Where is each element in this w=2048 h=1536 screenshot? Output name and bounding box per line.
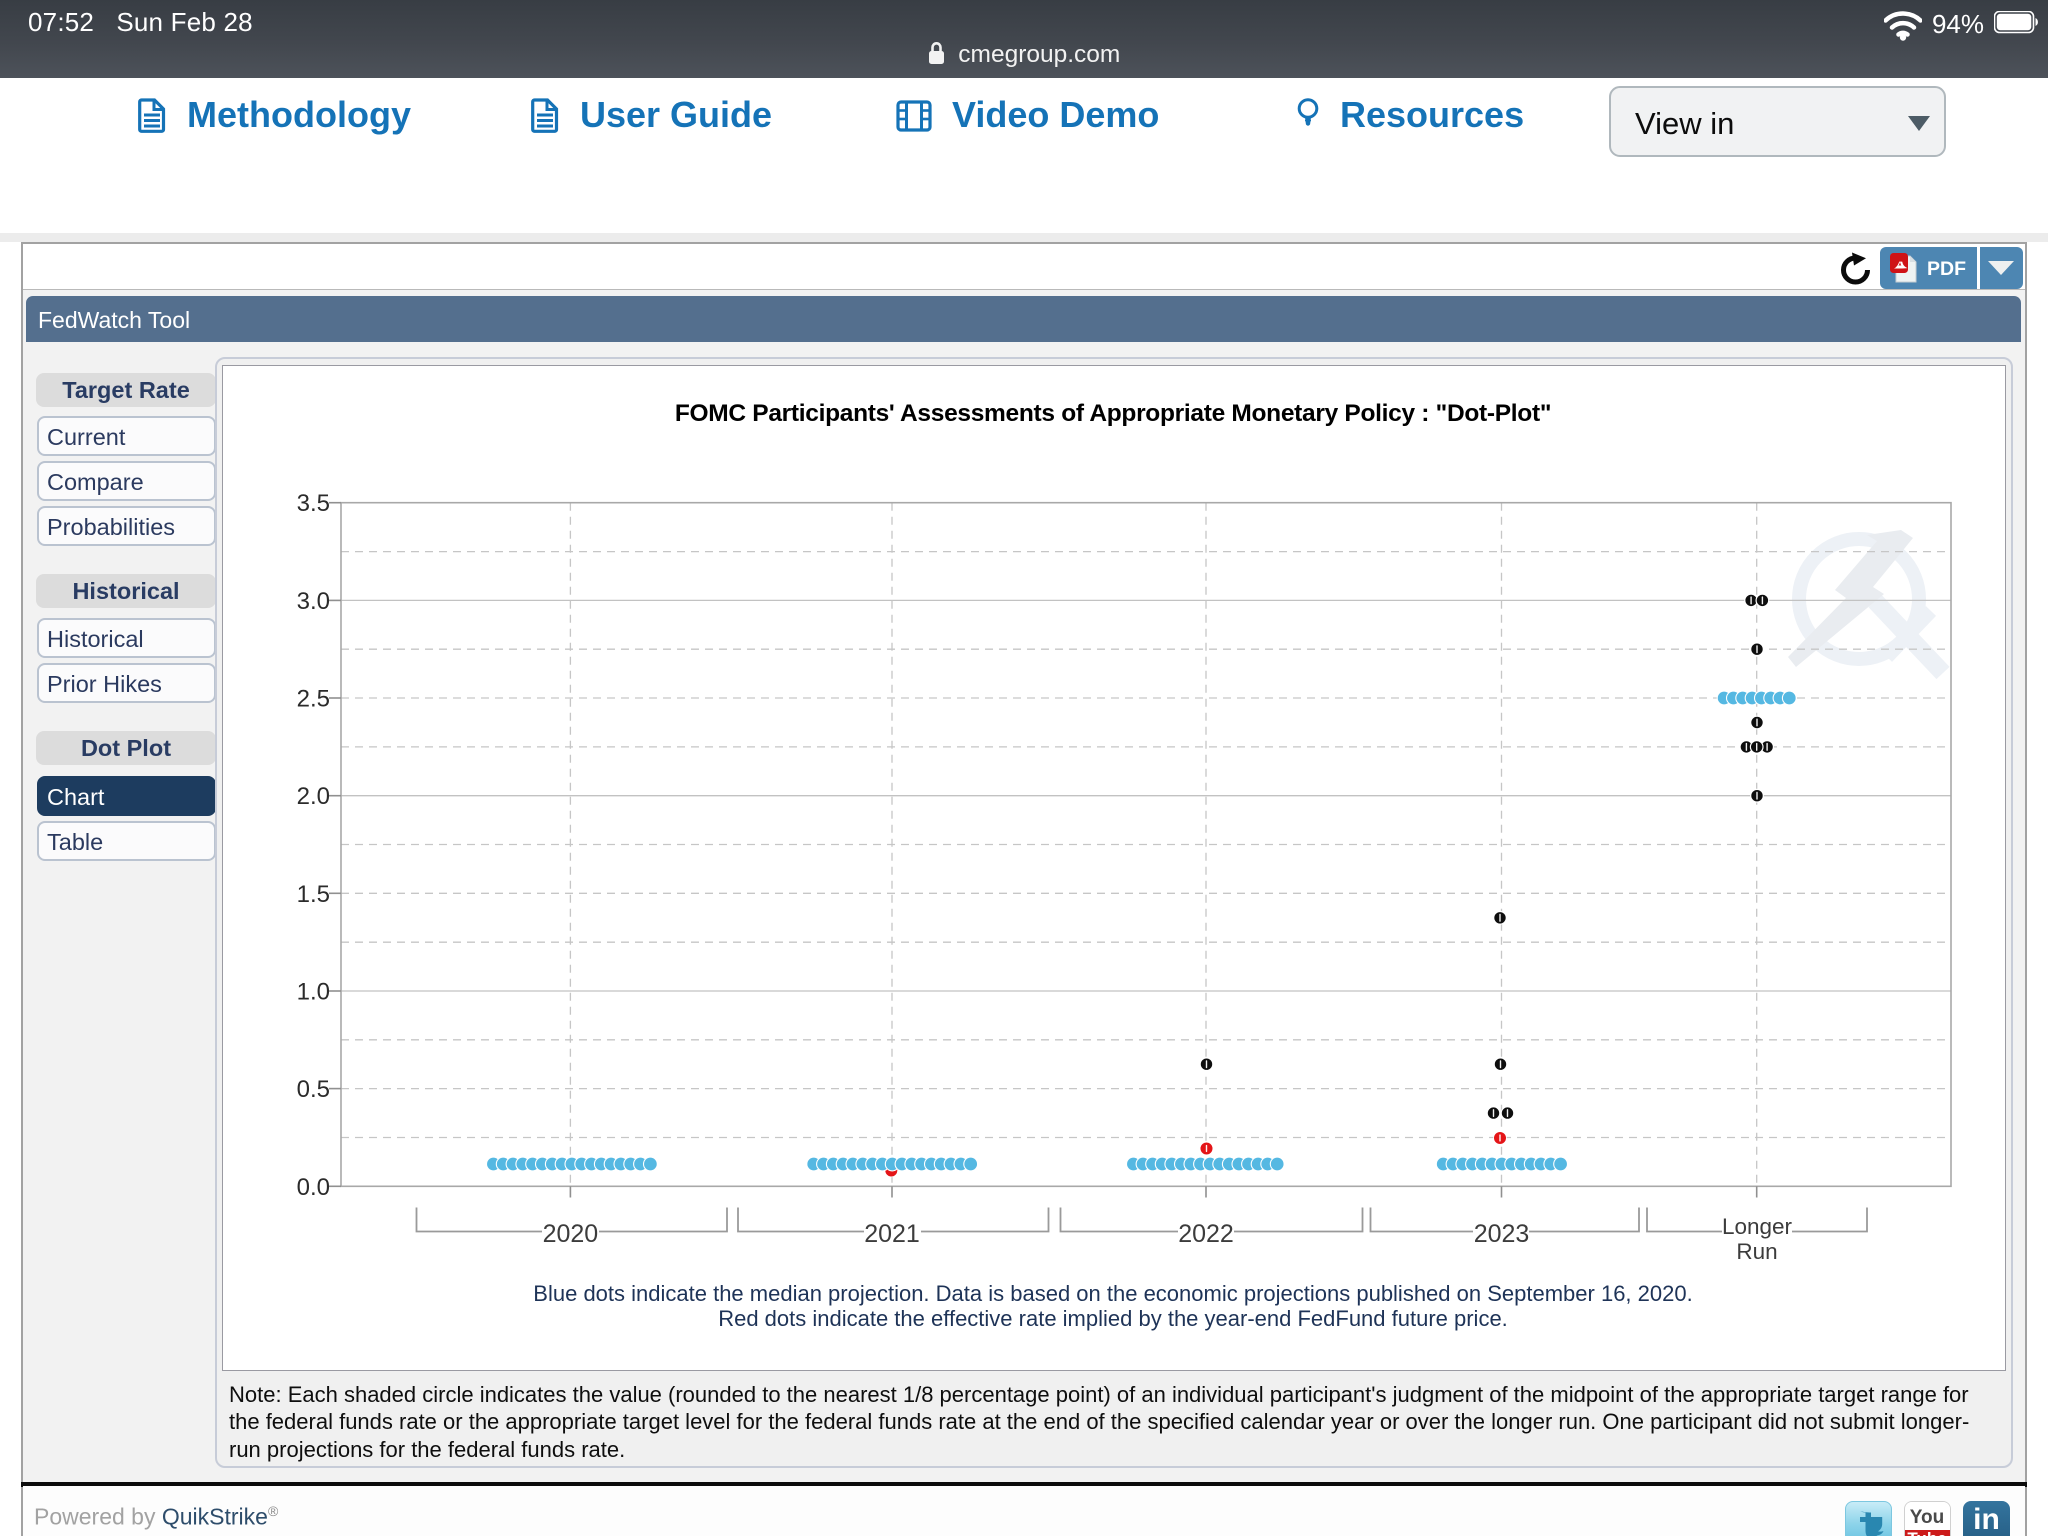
svg-text:2.0: 2.0 — [297, 783, 330, 810]
svg-text:0.0: 0.0 — [297, 1174, 330, 1201]
svg-text:2020: 2020 — [543, 1220, 599, 1248]
svg-text:1.5: 1.5 — [297, 881, 330, 908]
svg-text:0.5: 0.5 — [297, 1076, 330, 1103]
svg-text:Blue dots indicate the median: Blue dots indicate the median projection… — [533, 1281, 1692, 1306]
svg-text:1.0: 1.0 — [297, 979, 330, 1006]
svg-text:Red dots indicate the effectiv: Red dots indicate the effective rate imp… — [718, 1306, 1508, 1331]
svg-text:2022: 2022 — [1178, 1220, 1234, 1248]
svg-text:FOMC Participants' Assessments: FOMC Participants' Assessments of Approp… — [675, 400, 1551, 427]
svg-text:2023: 2023 — [1474, 1220, 1530, 1248]
svg-text:3.0: 3.0 — [297, 588, 330, 615]
svg-text:3.5: 3.5 — [297, 490, 330, 517]
svg-text:2.5: 2.5 — [297, 686, 330, 713]
svg-text:Run: Run — [1736, 1239, 1777, 1264]
svg-text:Longer: Longer — [1722, 1214, 1793, 1239]
svg-text:2021: 2021 — [864, 1220, 920, 1248]
